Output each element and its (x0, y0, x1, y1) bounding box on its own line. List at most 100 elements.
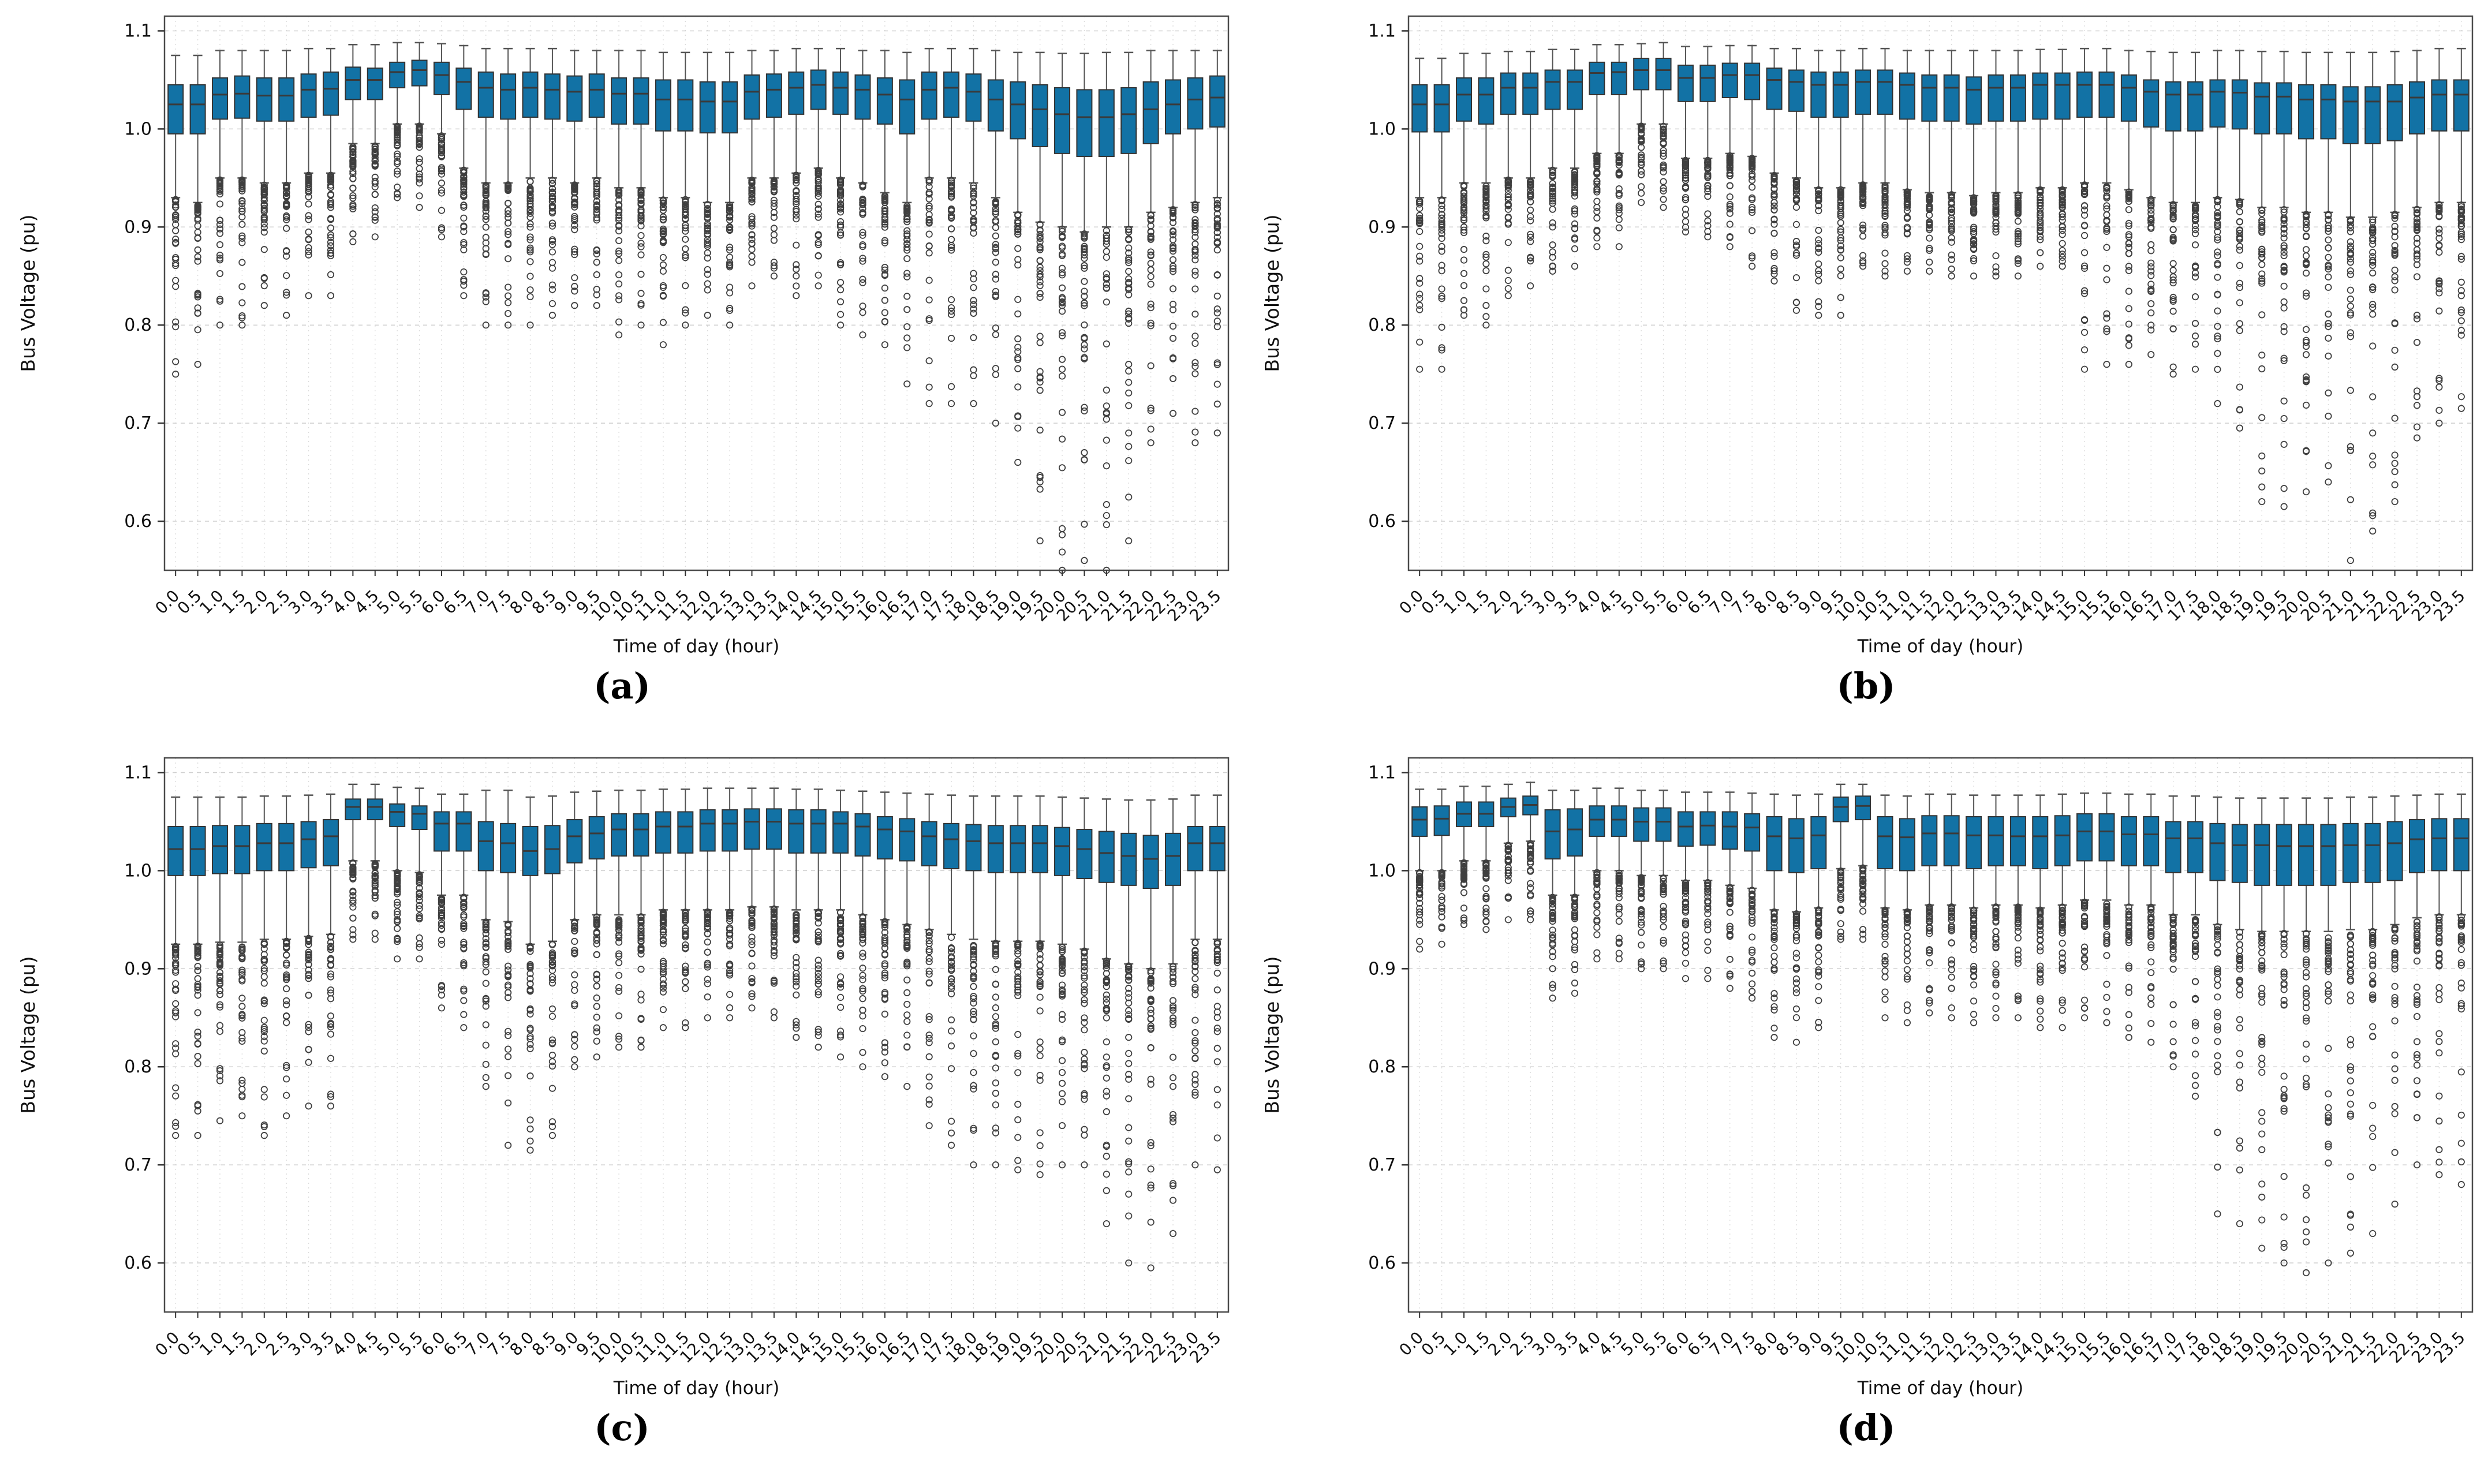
outlier-points (1660, 874, 1667, 973)
box-item (300, 794, 317, 1110)
box-item (722, 51, 738, 329)
box-item (234, 796, 251, 1120)
outlier-points (615, 187, 623, 339)
outlier-points (1036, 940, 1044, 1179)
outlier-points (548, 940, 556, 1139)
outlier-points (394, 122, 401, 201)
box-item (1120, 799, 1137, 1267)
outlier-points (793, 171, 800, 300)
box-item (1522, 782, 1539, 924)
outlier-points (2435, 913, 2443, 1179)
box-item (1411, 788, 1428, 953)
box-item (1589, 44, 1605, 251)
panel-c-caption: (c) (0, 1407, 1244, 1449)
outlier-points (1926, 193, 1933, 275)
outlier-points (1749, 155, 1756, 270)
outlier-points (1638, 874, 1645, 973)
outlier-points (682, 196, 689, 329)
box-item (2386, 50, 2403, 506)
boxplot-svg-b: 0.60.70.80.91.01.10.00.51.01.52.02.53.03… (1261, 15, 2474, 657)
y-tick-label: 0.8 (1368, 1057, 1396, 1077)
outlier-points (1792, 910, 1800, 1046)
box-item (2165, 51, 2181, 378)
box-item (722, 787, 738, 1022)
box-item (2009, 794, 2026, 1022)
outlier-points (1103, 957, 1110, 1228)
outlier-points (571, 181, 578, 309)
outlier-points (2302, 930, 2310, 1277)
outlier-points (903, 923, 911, 1090)
outlier-points (1859, 864, 1867, 943)
outlier-points (992, 940, 999, 1169)
outlier-points (615, 916, 623, 1051)
box-item (2143, 50, 2160, 358)
box-item (1433, 57, 1450, 373)
y-tick-label: 1.1 (124, 21, 152, 41)
outlier-points (1749, 887, 1756, 1002)
box-item (1010, 51, 1026, 466)
outlier-points (1460, 181, 1468, 319)
outlier-points (1504, 176, 1512, 300)
y-tick-label: 0.8 (124, 315, 152, 335)
outlier-points (526, 943, 534, 1154)
outlier-points (1926, 903, 1933, 1016)
box-item (1411, 57, 1428, 373)
outlier-points (460, 166, 468, 300)
outlier-points (1125, 225, 1133, 545)
outlier-points (460, 894, 468, 1031)
y-tick-label: 0.8 (1368, 315, 1396, 335)
box-item (1165, 798, 1182, 1238)
box-item (211, 796, 228, 1124)
box-item (943, 794, 960, 1149)
outlier-points (947, 933, 955, 1149)
outlier-points (1147, 211, 1155, 447)
box-item (677, 788, 694, 1031)
box-item (189, 796, 206, 1139)
box-item (1877, 794, 1893, 1022)
outlier-points (2325, 211, 2332, 486)
box-item (1877, 47, 1893, 280)
outlier-points (1704, 879, 1712, 982)
box-item (1633, 789, 1650, 973)
outlier-points (2080, 898, 2089, 1022)
box-item (1544, 789, 1561, 1002)
y-axis-title: Bus Voltage (pu) (1261, 956, 1283, 1113)
outlier-points (2435, 201, 2443, 427)
plot-spines (1407, 757, 2474, 1313)
y-tick-label: 0.9 (124, 959, 152, 979)
outlier-points (1593, 869, 1601, 963)
outlier-points (571, 918, 578, 1071)
outlier-points (1903, 188, 1911, 275)
outlier-points (1081, 947, 1088, 1169)
outlier-points (2037, 186, 2044, 270)
box-item (2098, 47, 2115, 368)
box-item (1810, 793, 1827, 1031)
x-axis-title: Time of day (hour) (613, 1378, 780, 1399)
box-item (2187, 795, 2204, 1100)
outlier-points (1837, 186, 1844, 319)
outlier-points (947, 177, 955, 408)
box-item (500, 47, 517, 329)
outlier-points (1416, 197, 1424, 373)
box-item (2032, 794, 2049, 1031)
box-item (1433, 788, 1450, 948)
box-item (1209, 50, 1226, 437)
outlier-points (903, 202, 911, 388)
box-item (1032, 795, 1048, 1179)
caption-label: (c) (594, 1407, 650, 1449)
box-item (1966, 794, 1982, 1026)
panel-a-chart: 0.6 0.7 0.8 0.9 1.0 1.1 0.0 0.5 1.0 1.5 2.0 2.5 3.0 3… (0, 0, 1244, 664)
outlier-points (1460, 859, 1468, 928)
outlier-points (1147, 967, 1155, 1272)
box-item (1566, 48, 1583, 270)
outlier-points (2413, 205, 2421, 442)
outlier-points (2103, 183, 2110, 368)
box-item (278, 50, 295, 319)
y-tick-label: 0.7 (124, 1155, 152, 1175)
outlier-points (1169, 963, 1177, 1238)
box-item (965, 795, 982, 1169)
outlier-points (2280, 930, 2288, 1267)
outlier-points (2280, 205, 2288, 510)
outlier-points (1482, 859, 1490, 933)
box-item (389, 42, 406, 201)
